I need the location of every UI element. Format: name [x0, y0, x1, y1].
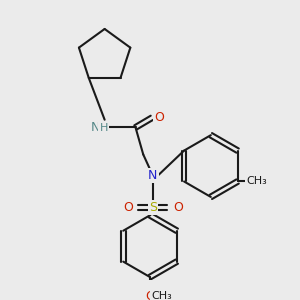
Text: O: O — [154, 111, 164, 124]
Text: O: O — [145, 290, 155, 300]
Text: O: O — [173, 201, 183, 214]
Text: CH₃: CH₃ — [247, 176, 267, 187]
Text: O: O — [123, 201, 133, 214]
Text: N: N — [148, 169, 158, 182]
Text: S: S — [149, 201, 157, 214]
Text: CH₃: CH₃ — [151, 291, 172, 300]
Text: N: N — [90, 121, 100, 134]
Text: H: H — [100, 123, 108, 134]
